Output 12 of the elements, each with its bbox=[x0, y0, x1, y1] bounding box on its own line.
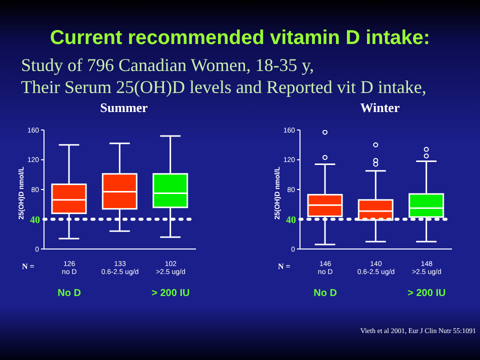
chart-title: Summer bbox=[99, 100, 149, 116]
text: > 200 IU bbox=[406, 288, 447, 299]
text: Current recommended vitamin D intake: bbox=[48, 27, 432, 50]
x-axis-title: N = bbox=[22, 262, 35, 271]
text: No D bbox=[312, 288, 338, 299]
text: No D bbox=[56, 288, 82, 299]
ref-line-label: 40 bbox=[30, 214, 40, 226]
chart-title: Winter bbox=[359, 100, 401, 116]
ref-line-label: 40 bbox=[286, 214, 296, 226]
text: > 200 IU bbox=[150, 288, 191, 299]
x-axis-title: N = bbox=[278, 262, 291, 271]
text: Study of 796 Canadian Women, 18-35 y, Their Serum 25(OH)D levels and Reported vit D intake, bbox=[21, 55, 426, 98]
